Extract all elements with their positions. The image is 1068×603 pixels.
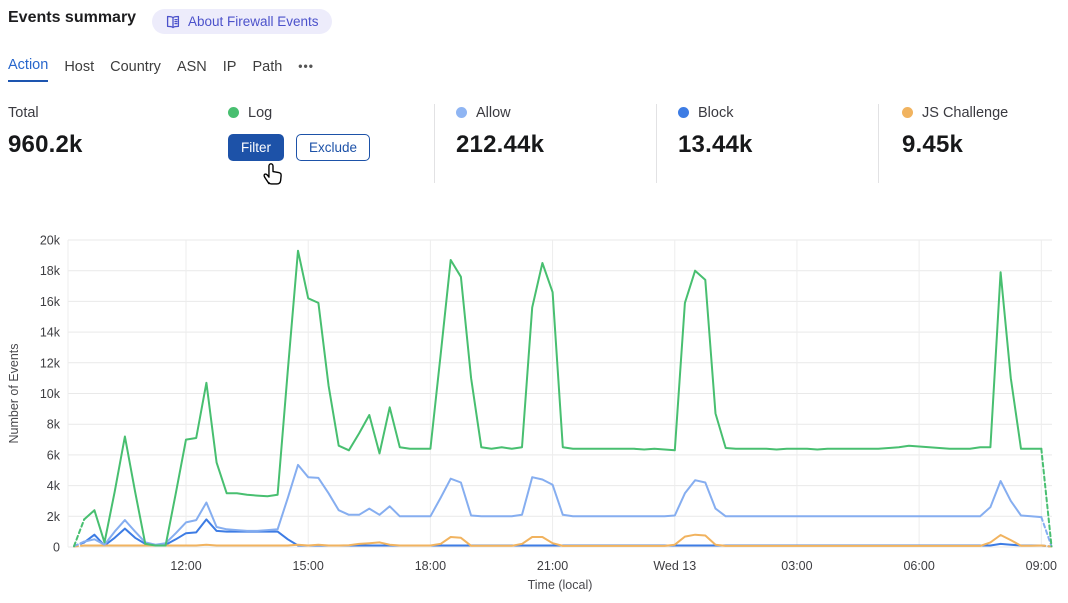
line-log [73, 249, 1053, 548]
filter-button[interactable]: Filter [228, 134, 284, 161]
y-tick-label: 16k [40, 295, 61, 309]
stat-value-block: 13.44k [678, 131, 753, 158]
stat-card-log[interactable]: Log Filter Exclude [228, 104, 371, 161]
mouse-cursor-hand-icon [260, 158, 286, 188]
chart-svg[interactable]: 0 2k 4k 6k 8k 10k 12k 14k 16k 18k 20k Number of Eve… [0, 225, 1068, 598]
stat-card-js-challenge[interactable]: JS Challenge 9.45k [902, 104, 1008, 159]
y-tick-label: 10k [40, 387, 61, 401]
x-axis-title: Time (local) [528, 578, 593, 592]
x-tick-label: 12:00 [170, 559, 201, 573]
stat-label-block: Block [698, 104, 734, 121]
y-tick-label: 0 [53, 541, 60, 555]
line-allow [73, 463, 1053, 548]
x-tick-label: 15:00 [293, 559, 324, 573]
stat-label-allow: Allow [476, 104, 511, 121]
y-tick-label: 6k [47, 448, 61, 462]
tab-action[interactable]: Action [8, 57, 49, 82]
tab-ip[interactable]: IP [222, 59, 237, 75]
stat-label-total: Total [8, 104, 39, 121]
tab-path[interactable]: Path [252, 59, 283, 75]
page-title: Events summary [8, 9, 137, 26]
stat-value-total: 960.2k [8, 131, 83, 158]
stat-card-block[interactable]: Block 13.44k [678, 104, 753, 159]
y-axis-title: Number of Events [7, 343, 21, 443]
x-tick-label: 06:00 [903, 559, 934, 573]
stat-label-log: Log [248, 104, 273, 121]
y-tick-label: 12k [40, 356, 61, 370]
y-tick-label: 20k [40, 234, 61, 248]
y-tick-label: 8k [47, 418, 61, 432]
about-badge-label: About Firewall Events [188, 14, 319, 29]
card-divider [878, 104, 879, 183]
stat-card-total[interactable]: Total 960.2k [8, 104, 83, 159]
y-tick-label: 14k [40, 326, 61, 340]
js-challenge-series-dot-icon [902, 107, 913, 118]
stat-value-allow: 212.44k [456, 131, 545, 158]
y-tick-label: 4k [47, 479, 61, 493]
x-tick-label: 21:00 [537, 559, 568, 573]
stat-value-js-challenge: 9.45k [902, 131, 964, 158]
stat-label-js-challenge: JS Challenge [922, 104, 1009, 121]
x-tick-label: 03:00 [781, 559, 812, 573]
tab-country[interactable]: Country [110, 59, 161, 75]
tab-asn[interactable]: ASN [176, 59, 207, 75]
y-tick-label: 2k [47, 510, 61, 524]
summary-tabs: Action Host Country ASN IP Path ••• [8, 57, 314, 82]
x-axis: 12:00 15:00 18:00 21:00 Wed 13 03:00 06:00 09:0… [170, 559, 1057, 592]
tab-more-ellipsis-icon[interactable]: ••• [298, 59, 314, 73]
tab-host[interactable]: Host [64, 59, 95, 75]
x-tick-label: 09:00 [1026, 559, 1057, 573]
log-series-dot-icon [228, 107, 239, 118]
exclude-button[interactable]: Exclude [296, 134, 371, 161]
stat-card-allow[interactable]: Allow 212.44k [456, 104, 544, 159]
line-block [73, 518, 1053, 548]
x-tick-label: 18:00 [415, 559, 446, 573]
y-tick-label: 18k [40, 264, 61, 278]
x-tick-label: Wed 13 [653, 559, 696, 573]
events-time-series-chart[interactable]: 0 2k 4k 6k 8k 10k 12k 14k 16k 18k 20k Number of Eve… [0, 225, 1068, 598]
book-icon [165, 14, 181, 30]
allow-series-dot-icon [456, 107, 467, 118]
block-series-dot-icon [678, 107, 689, 118]
about-firewall-events-badge[interactable]: About Firewall Events [152, 9, 332, 34]
y-axis: 0 2k 4k 6k 8k 10k 12k 14k 16k 18k 20k Number of Eve… [7, 234, 61, 555]
card-divider [434, 104, 435, 183]
card-divider [656, 104, 657, 183]
